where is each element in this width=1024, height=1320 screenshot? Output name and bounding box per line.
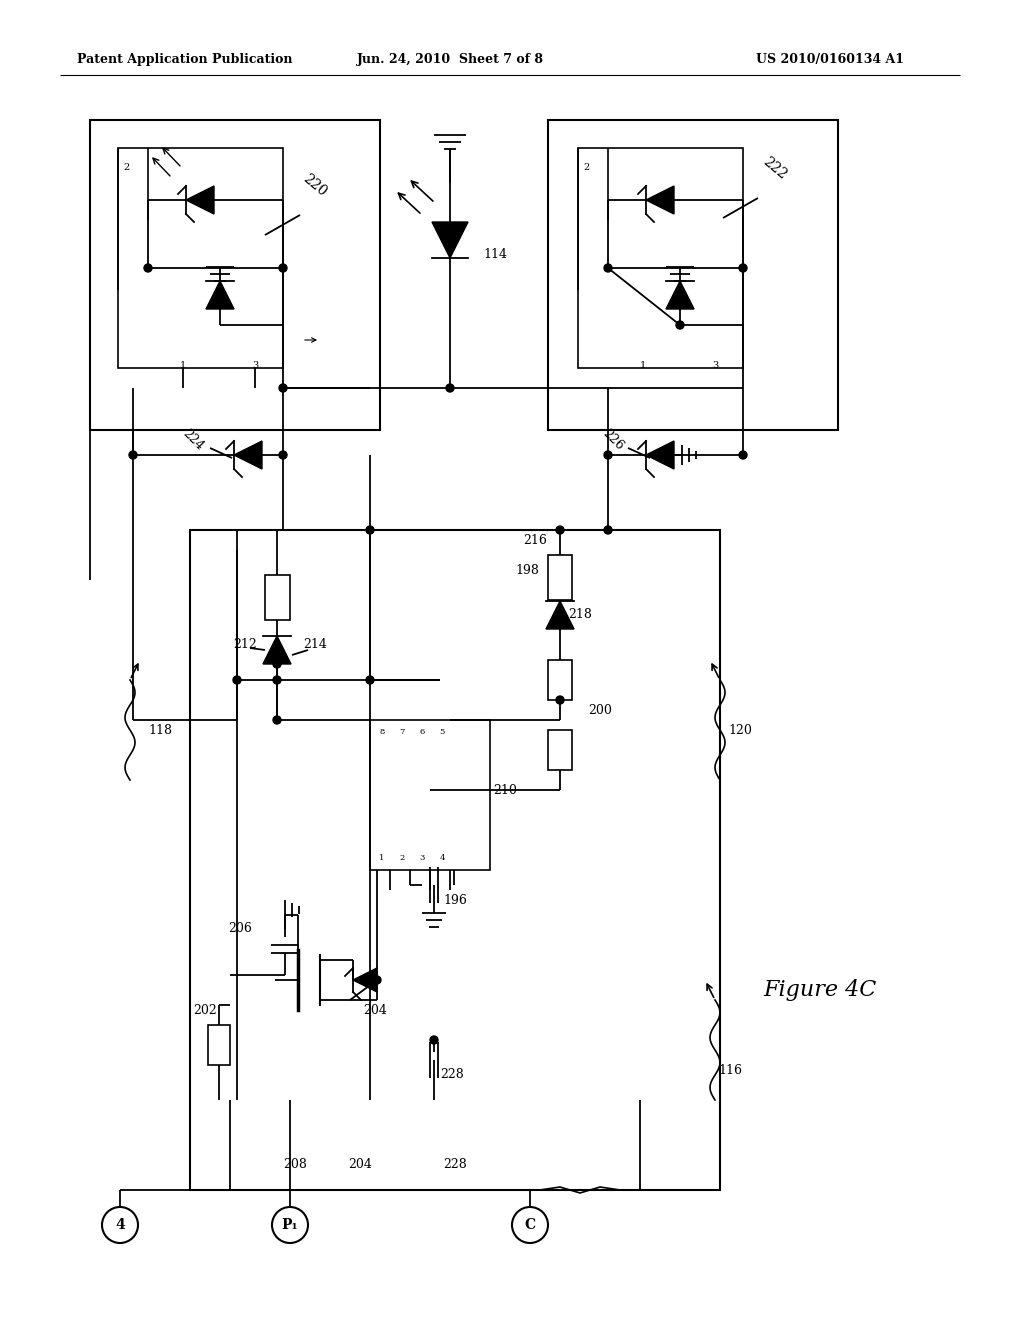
Bar <box>208 1026 230 1065</box>
Bar <box>548 660 572 700</box>
Polygon shape <box>263 636 291 664</box>
Text: 116: 116 <box>718 1064 742 1077</box>
Text: 1: 1 <box>180 360 186 370</box>
Circle shape <box>279 264 287 272</box>
Circle shape <box>676 321 684 329</box>
Bar <box>90 120 380 430</box>
Circle shape <box>373 975 381 983</box>
Text: 7: 7 <box>399 729 404 737</box>
Text: C: C <box>524 1218 536 1232</box>
Text: 204: 204 <box>364 1003 387 1016</box>
Polygon shape <box>234 441 262 469</box>
Text: Jun. 24, 2010  Sheet 7 of 8: Jun. 24, 2010 Sheet 7 of 8 <box>356 54 544 66</box>
Text: 196: 196 <box>443 894 467 907</box>
Polygon shape <box>353 968 377 993</box>
Text: 1: 1 <box>379 854 385 862</box>
Text: 6: 6 <box>420 729 425 737</box>
Text: Patent Application Publication: Patent Application Publication <box>77 54 293 66</box>
Text: 222: 222 <box>761 154 790 182</box>
Bar <box>118 148 283 368</box>
Text: 212: 212 <box>233 639 257 652</box>
Text: 204: 204 <box>348 1159 372 1172</box>
Circle shape <box>446 384 454 392</box>
Polygon shape <box>186 186 214 214</box>
Text: 4: 4 <box>115 1218 125 1232</box>
Bar <box>190 531 720 1191</box>
Polygon shape <box>432 222 468 257</box>
Bar <box>578 148 743 368</box>
Text: 3: 3 <box>712 360 718 370</box>
Circle shape <box>144 264 152 272</box>
Text: 216: 216 <box>523 533 547 546</box>
Text: 228: 228 <box>440 1068 464 1081</box>
Text: 2: 2 <box>584 164 590 173</box>
Text: 3: 3 <box>252 360 258 370</box>
Text: 8: 8 <box>379 729 385 737</box>
Circle shape <box>279 384 287 392</box>
Text: 218: 218 <box>568 609 592 622</box>
Circle shape <box>129 451 137 459</box>
Text: 1: 1 <box>640 360 646 370</box>
Circle shape <box>556 696 564 704</box>
Text: 220: 220 <box>300 172 330 199</box>
Text: 206: 206 <box>228 921 252 935</box>
Text: 114: 114 <box>483 248 507 261</box>
Text: 208: 208 <box>283 1159 307 1172</box>
Circle shape <box>233 676 241 684</box>
Text: 224: 224 <box>180 426 206 453</box>
Text: 214: 214 <box>303 639 327 652</box>
Text: 3: 3 <box>419 854 425 862</box>
Text: 118: 118 <box>148 723 172 737</box>
Circle shape <box>739 264 746 272</box>
Polygon shape <box>646 441 674 469</box>
Circle shape <box>430 1036 438 1044</box>
Circle shape <box>273 715 281 723</box>
Polygon shape <box>666 281 694 309</box>
Text: P₁: P₁ <box>282 1218 298 1232</box>
Text: 226: 226 <box>600 426 626 453</box>
Text: 2: 2 <box>399 854 404 862</box>
Bar <box>548 554 572 601</box>
Circle shape <box>366 525 374 535</box>
Text: 5: 5 <box>439 729 444 737</box>
Circle shape <box>739 451 746 459</box>
Circle shape <box>366 676 374 684</box>
Circle shape <box>604 264 612 272</box>
Text: 202: 202 <box>194 1003 217 1016</box>
Circle shape <box>273 676 281 684</box>
Text: Figure 4C: Figure 4C <box>763 979 877 1001</box>
Polygon shape <box>206 281 234 309</box>
Polygon shape <box>546 601 574 630</box>
Circle shape <box>273 660 281 668</box>
Bar <box>548 730 572 770</box>
Bar <box>265 576 290 620</box>
Circle shape <box>556 525 564 535</box>
Text: 200: 200 <box>588 704 612 717</box>
Text: 210: 210 <box>494 784 517 796</box>
Text: 4: 4 <box>439 854 444 862</box>
Bar <box>370 719 490 870</box>
Circle shape <box>279 451 287 459</box>
Text: US 2010/0160134 A1: US 2010/0160134 A1 <box>756 54 904 66</box>
Text: 228: 228 <box>443 1159 467 1172</box>
Text: 120: 120 <box>728 723 752 737</box>
Text: 198: 198 <box>515 564 539 577</box>
Circle shape <box>604 525 612 535</box>
Circle shape <box>604 451 612 459</box>
Polygon shape <box>646 186 674 214</box>
Text: 2: 2 <box>124 164 130 173</box>
Bar <box>548 120 838 430</box>
